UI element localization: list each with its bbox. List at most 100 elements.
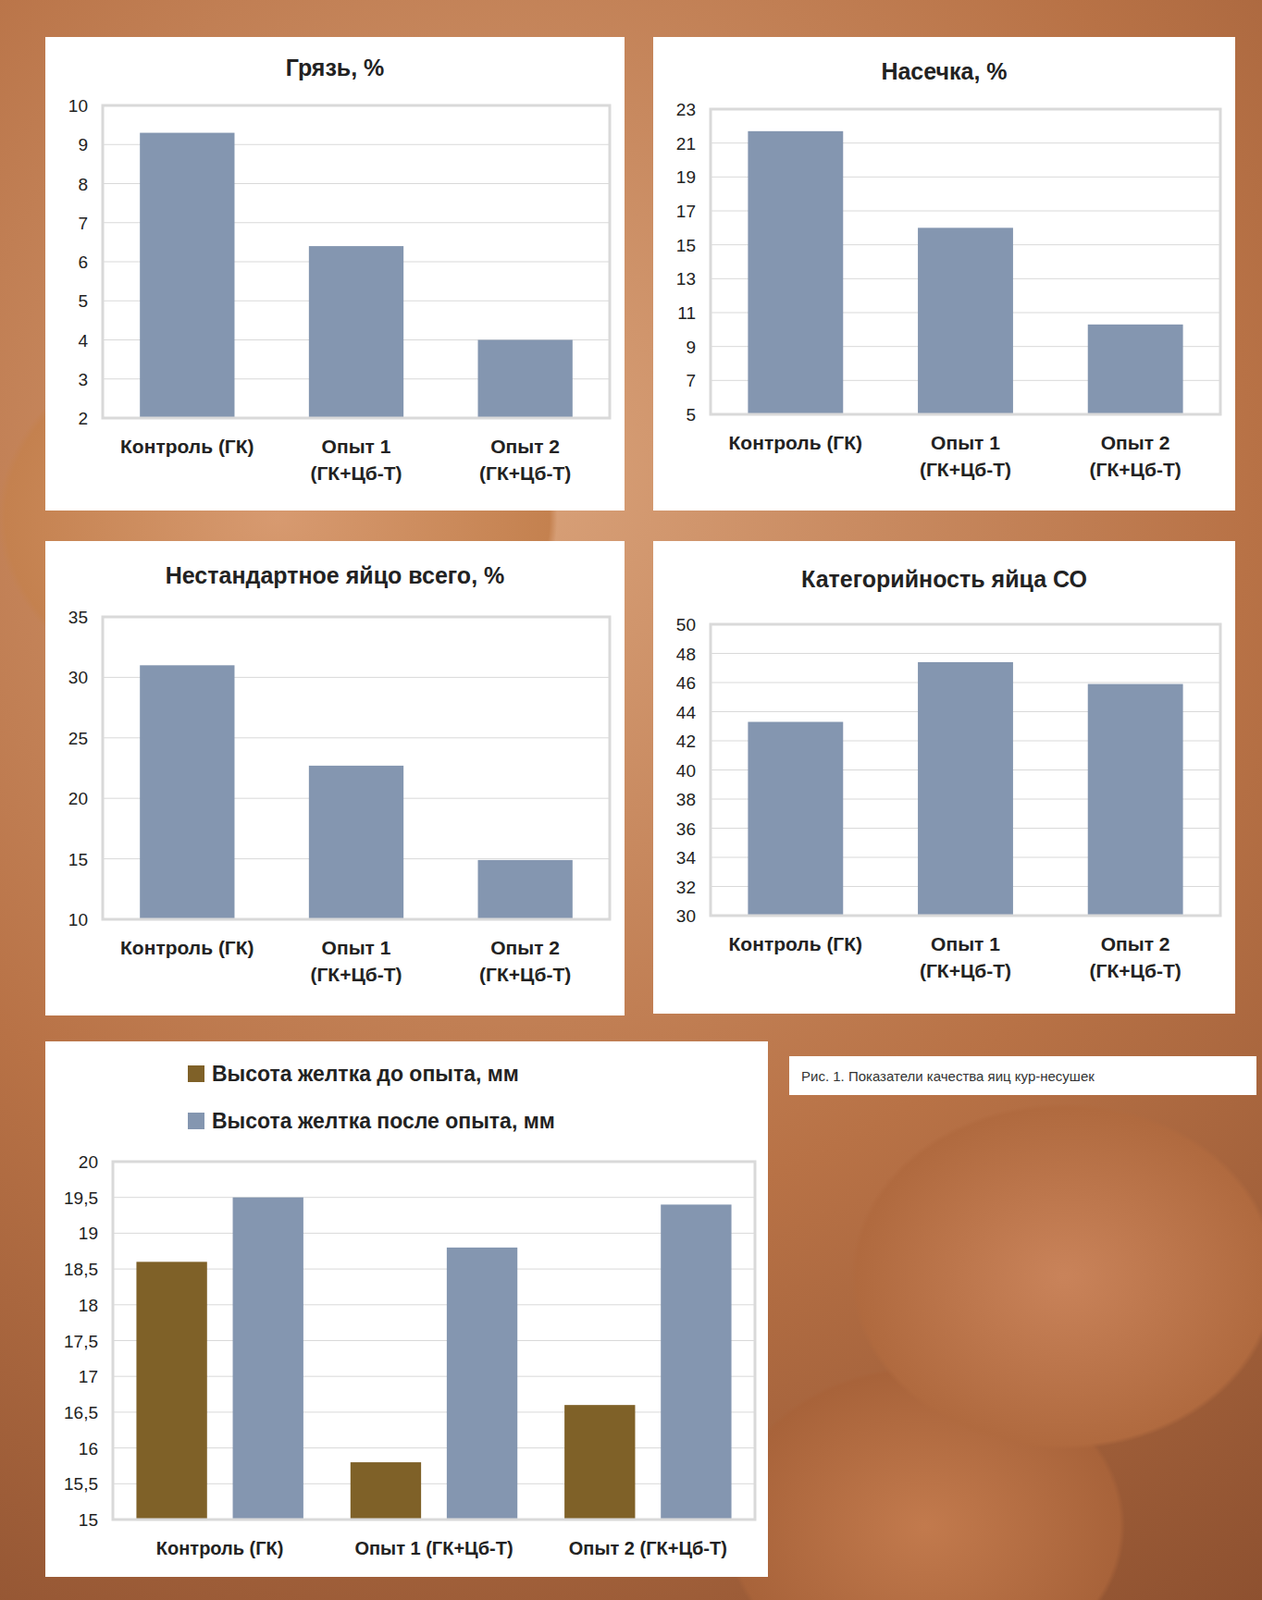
category-label: Опыт 2(ГК+Цб-Т) [479, 435, 571, 484]
tick-label: 38 [676, 790, 696, 810]
legend-label: Высота желтка до опыта, мм [211, 1062, 520, 1087]
panel-background [45, 541, 625, 1016]
bar [139, 665, 235, 920]
tick-label: 6 [77, 252, 88, 273]
chart-title: Насечка, % [880, 58, 1007, 85]
tick-label: 40 [676, 761, 696, 781]
grid-line [112, 1233, 755, 1235]
chart-panel: Категорийность яйца СО303234363840424446… [653, 541, 1236, 1015]
label-line: (ГК+Цб-Т) [1089, 960, 1182, 982]
tick-label: 32 [676, 878, 696, 898]
label-line: Опыт 2 [1101, 933, 1171, 955]
caption-text: Рис. 1. Показатели качества яиц кур-несу… [801, 1068, 1095, 1085]
label-line: Контроль (ГК) [120, 937, 255, 959]
tick-label: 19 [78, 1224, 99, 1244]
tick-label: 46 [676, 673, 696, 693]
category-label: Опыт 2 (ГК+Цб-Т) [1089, 933, 1182, 982]
label-line: Опыт 2 [490, 435, 560, 458]
tick-label: 48 [676, 644, 696, 665]
category-label: Опыт 2 (ГК+Цб-Т) [569, 1538, 728, 1559]
bar [564, 1405, 635, 1521]
label-line: Опыт 2 [1101, 432, 1171, 454]
tick-label: 20 [78, 1152, 99, 1173]
label-line: Контроль (ГК) [156, 1538, 285, 1559]
category-label: Опыт 1 (ГК+Цб-Т) [919, 432, 1012, 481]
category-label: Опыт 2(ГК+Цб-Т) [479, 937, 571, 986]
chart-panel: Насечка, %57911131517192123Контроль (ГК)… [653, 37, 1236, 511]
label-line: Опыт 1 [930, 933, 1001, 955]
bar [233, 1198, 304, 1521]
grid-line [112, 1447, 755, 1449]
figure: Грязь, %2345678910Контроль (ГК)Опыт 1(ГК… [0, 0, 1262, 1600]
bar [747, 131, 843, 415]
bar [139, 133, 235, 419]
label-line: Контроль (ГК) [729, 432, 864, 454]
label-line: (ГК+Цб-Т) [309, 964, 402, 986]
bar [478, 340, 573, 420]
tick-label: 13 [676, 269, 696, 289]
bars [747, 131, 1183, 415]
grid-line [710, 653, 1221, 655]
page: {"chart_data": [ {"type": "bar", "title"… [0, 0, 1262, 1600]
chart-panel: Нестандартное яйцо всего, %101520253035К… [45, 541, 625, 1016]
category-label: Контроль (ГК) [156, 1538, 285, 1559]
panel-background [45, 37, 625, 511]
tick-label: 15 [676, 235, 696, 256]
tick-label: 15 [68, 850, 88, 870]
tick-label: 4 [77, 331, 88, 351]
tick-label: 15,5 [63, 1474, 99, 1495]
category-label: Опыт 1 (ГК+Цб-Т) [309, 937, 402, 986]
label-line: (ГК+Цб-Т) [309, 462, 402, 484]
bar [136, 1262, 207, 1521]
label-line: Контроль (ГК) [729, 933, 864, 955]
label-line: (ГК+Цб-Т) [919, 458, 1012, 481]
tick-label: 10 [68, 96, 88, 116]
plot-frame [102, 105, 610, 419]
tick-label: 19,5 [63, 1188, 99, 1209]
tick-label: 50 [676, 615, 696, 635]
category-label: Контроль (ГК) [120, 435, 255, 458]
label-line: Опыт 1 (ГК+Цб-Т) [354, 1538, 513, 1559]
bar [309, 246, 404, 419]
grid-line [112, 1340, 755, 1342]
tick-label: 10 [68, 910, 88, 930]
tick-label: 16,5 [63, 1403, 99, 1423]
bar [446, 1248, 518, 1521]
tick-label: 20 [68, 789, 88, 809]
tick-label: 7 [685, 371, 696, 391]
tick-label: 25 [68, 729, 88, 749]
chart-panel: Грязь, %2345678910Контроль (ГК)Опыт 1(ГК… [45, 37, 625, 511]
label-line: Опыт 1 [321, 937, 392, 959]
chart-title: Категорийность яйца СО [801, 566, 1088, 593]
label-line: Опыт 1 [321, 435, 392, 458]
category-label: Опыт 2(ГК+Цб-Т) [1089, 432, 1182, 481]
bar [1088, 324, 1184, 415]
caption-box [789, 1056, 1257, 1096]
label-line: (ГК+Цб-Т) [919, 960, 1012, 982]
tick-label: 30 [68, 668, 88, 688]
tick-label: 17,5 [63, 1332, 99, 1352]
tick-label: 21 [676, 134, 696, 154]
tick-label: 19 [676, 167, 696, 187]
label-line: Опыт 1 [930, 432, 1001, 454]
grid-line [112, 1484, 755, 1485]
plot-frame [710, 624, 1221, 916]
chart-title: Грязь, % [285, 54, 385, 81]
plot-frame [710, 109, 1221, 415]
panel-background [45, 1041, 768, 1578]
label-line: (ГК+Цб-Т) [479, 964, 571, 986]
grid-line [112, 1376, 755, 1378]
category-label: Опыт 1 (ГК+Цб-Т) [354, 1538, 513, 1559]
category-label: Опыт 1 (ГК+Цб-Т) [309, 435, 402, 484]
bar [350, 1462, 421, 1521]
tick-label: 11 [677, 303, 696, 323]
tick-label: 9 [685, 337, 696, 358]
tick-label: 30 [676, 906, 696, 927]
tick-label: 2 [77, 408, 88, 429]
caption: Рис. 1. Показатели качества яиц кур-несу… [789, 1056, 1257, 1096]
bar [660, 1204, 731, 1521]
legend-swatch [187, 1065, 205, 1083]
category-label: Контроль (ГК) [729, 933, 864, 955]
grid-line [112, 1411, 755, 1413]
tick-label: 44 [676, 703, 697, 723]
